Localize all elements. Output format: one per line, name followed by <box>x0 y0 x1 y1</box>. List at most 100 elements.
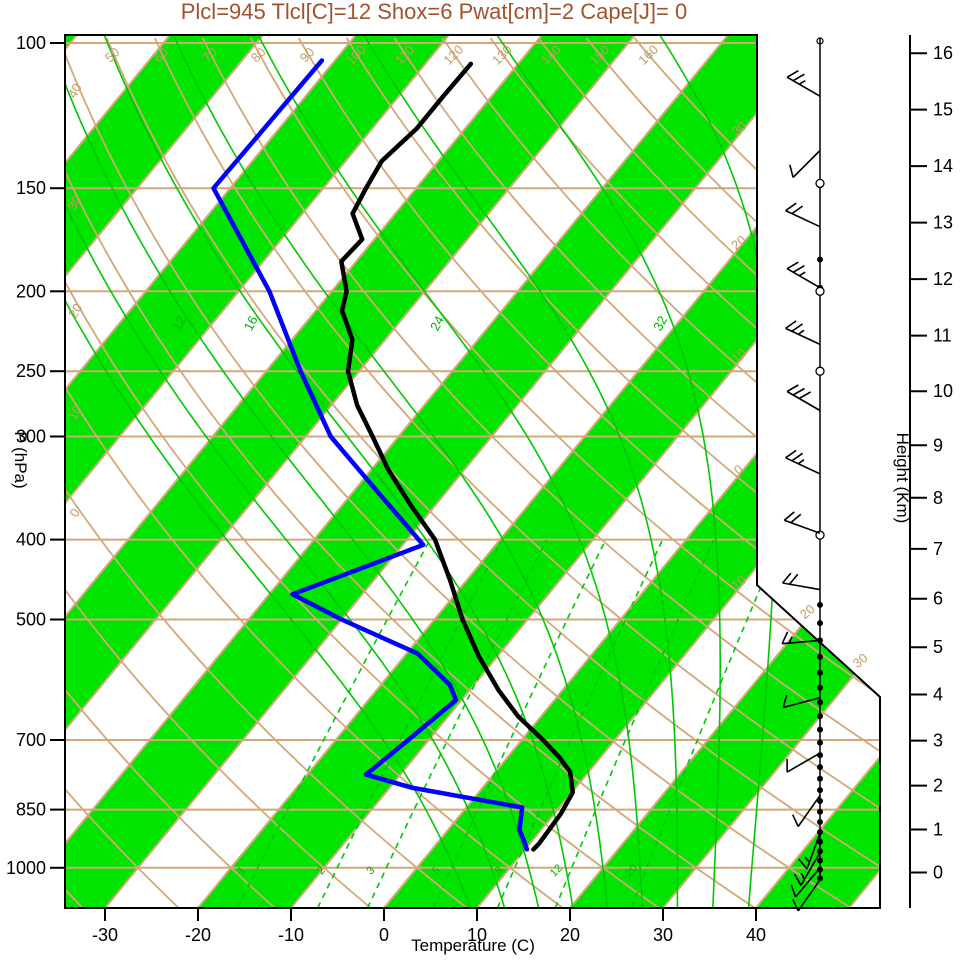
wind-barb-tick <box>792 453 803 461</box>
wind-level-dot <box>817 858 823 864</box>
wind-barb-shaft <box>784 520 820 533</box>
height-tick-label: 1 <box>933 820 943 840</box>
wind-level-circle <box>816 287 824 295</box>
wind-level-dot <box>817 257 823 263</box>
height-tick-label: 12 <box>933 269 953 289</box>
wind-barb-tick <box>787 385 798 392</box>
temperature-tick-label: 0 <box>379 925 389 945</box>
wind-barb-shaft <box>798 795 820 826</box>
wind-level-dot <box>817 685 823 691</box>
moist-adiabat-label: 32 <box>650 313 670 333</box>
wind-profile <box>782 38 824 911</box>
pressure-tick-label: 700 <box>16 730 46 750</box>
wind-level-circle <box>816 179 824 187</box>
height-tick-label: 8 <box>933 488 943 508</box>
pressure-tick-label: 400 <box>16 530 46 550</box>
wind-barb-tick <box>791 514 801 522</box>
wind-level-dot <box>817 670 823 676</box>
wind-level-dot <box>817 602 823 608</box>
green-band <box>756 35 961 908</box>
wind-level-dot <box>817 776 823 782</box>
wind-barb-halftick <box>798 330 804 334</box>
wind-level-dot <box>817 620 823 626</box>
pressure-tick-label: 150 <box>16 178 46 198</box>
wind-barb-tick <box>793 389 804 396</box>
wind-barb-tick <box>793 815 799 827</box>
temperature-tick-label: -20 <box>185 925 211 945</box>
mixing-ratio-label: 12 <box>548 862 565 879</box>
wind-barb-tick <box>787 71 798 78</box>
wind-barb-tick <box>792 206 803 214</box>
wind-barb-shaft <box>787 392 820 411</box>
height-tick-label: 3 <box>933 731 943 751</box>
temperature-tick-label: -10 <box>278 925 304 945</box>
wind-level-dot <box>817 787 823 793</box>
wind-barb-tick <box>793 266 804 273</box>
wind-barb-shaft <box>793 151 820 178</box>
pressure-axis-title: P (hPa) <box>11 431 30 488</box>
height-tick-label: 9 <box>933 435 943 455</box>
wind-level-dot <box>817 764 823 770</box>
wind-barb-tick <box>799 392 810 399</box>
wind-level-circle <box>816 367 824 375</box>
pressure-tick-label: 250 <box>16 361 46 381</box>
wind-level-dot <box>817 699 823 705</box>
temperature-axis-title: Temperature (C) <box>411 936 535 955</box>
green-stripes <box>0 35 961 908</box>
height-tick-label: 6 <box>933 589 943 609</box>
height-tick-label: 10 <box>933 381 953 401</box>
pressure-tick-label: 200 <box>16 281 46 301</box>
height-axis-title: Height (Km) <box>893 433 912 524</box>
wind-barb-shaft <box>786 211 820 227</box>
temperature-tick-label: 40 <box>746 925 766 945</box>
dry-adiabat-left-label: 0 <box>66 506 83 520</box>
dry-adiabat-top-label: 130 <box>489 42 515 68</box>
height-tick-label: 15 <box>933 100 953 120</box>
wind-barb-tick <box>787 262 798 269</box>
temperature-tick-label: 20 <box>560 925 580 945</box>
wind-barb-tick <box>782 632 788 644</box>
wind-barb-tick <box>786 203 797 210</box>
wind-barb-shaft <box>783 583 820 590</box>
temperature-tick-label: -30 <box>92 925 118 945</box>
dry-adiabat-left-label: 20 <box>65 301 85 321</box>
isotherm <box>756 35 961 908</box>
wind-level-dot <box>817 819 823 825</box>
height-tick-label: 5 <box>933 637 943 657</box>
wind-barb-tick <box>792 324 803 331</box>
height-tick-label: 16 <box>933 43 953 63</box>
chart-title: Plcl=945 Tlcl[C]=12 Shox=6 Pwat[cm]=2 Ca… <box>181 0 687 24</box>
wind-level-dot <box>817 713 823 719</box>
dry-adiabat-top-label: 120 <box>440 42 466 68</box>
pressure-tick-label: 1000 <box>6 858 46 878</box>
isotherm-right-label: 30 <box>850 650 871 671</box>
wind-barb-shaft <box>787 77 820 96</box>
height-tick-label: 11 <box>933 326 952 346</box>
wind-barb-tick <box>784 512 794 520</box>
temperature-tick-label: 30 <box>653 925 673 945</box>
mixing-ratio-label: 3 <box>364 864 377 877</box>
height-tick-label: 0 <box>933 863 943 883</box>
dry-adiabat-top-label: 50 <box>102 44 123 65</box>
wind-barb-tick <box>786 321 797 329</box>
wind-barb-shaft <box>787 269 820 288</box>
height-tick-label: 4 <box>933 685 943 705</box>
wind-barb-tick <box>790 165 793 178</box>
wind-level-dot <box>817 809 823 815</box>
wind-barb-halftick <box>799 272 805 276</box>
pressure-tick-label: 850 <box>16 800 46 820</box>
wind-level-dot <box>817 654 823 660</box>
pressure-tick-label: 100 <box>16 33 46 53</box>
dry-adiabat-top-label: 90 <box>297 44 318 65</box>
pressure-tick-label: 500 <box>16 610 46 630</box>
wind-level-dot <box>817 740 823 746</box>
height-tick-label: 7 <box>933 539 943 559</box>
height-tick-label: 13 <box>933 213 953 233</box>
height-tick-label: 14 <box>933 156 953 176</box>
wind-barb-halftick <box>799 81 805 85</box>
wind-barb-tick <box>793 74 804 81</box>
wind-level-dot <box>817 727 823 733</box>
